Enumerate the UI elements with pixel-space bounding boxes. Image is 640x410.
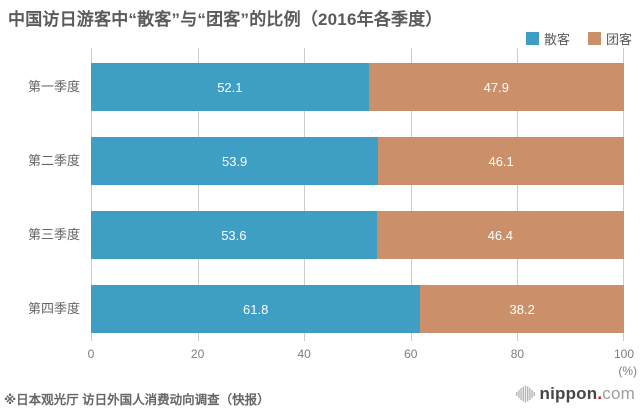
bar-segment-散客: 53.9 <box>91 137 379 185</box>
legend-swatch <box>525 32 539 45</box>
segment-value: 52.1 <box>217 79 243 95</box>
stacked-bar: 61.8 38.2 <box>91 285 624 333</box>
bar-row: 第一季度 52.1 47.9 <box>0 63 624 111</box>
bar-segment-团客: 38.2 <box>420 285 624 333</box>
bar-row: 第四季度 61.8 38.2 <box>0 285 624 333</box>
bar-segment-散客: 61.8 <box>91 285 421 333</box>
logo-dot: . <box>597 384 603 403</box>
legend-item: 团客 <box>587 29 632 48</box>
x-axis-unit-label: (%) <box>618 364 637 378</box>
stacked-bar: 53.9 46.1 <box>91 137 624 185</box>
category-label: 第四季度 <box>27 301 80 316</box>
x-tick-label: 20 <box>190 347 205 361</box>
x-tick-label: 60 <box>404 347 418 361</box>
bar-segment-团客: 47.9 <box>368 63 624 111</box>
segment-value: 53.6 <box>221 227 247 243</box>
segment-value: 53.9 <box>221 153 248 169</box>
gridline <box>198 48 199 341</box>
nippon-logo: nippon.com <box>515 384 635 404</box>
legend: 散客 团客 <box>525 29 632 48</box>
soundwave-icon <box>516 385 536 403</box>
segment-value: 46.1 <box>488 153 514 169</box>
x-tick-label: 40 <box>297 347 311 361</box>
bar-row: 第三季度 53.6 46.4 <box>0 211 624 259</box>
gridline <box>91 48 92 341</box>
logo-tld: com <box>602 384 635 403</box>
gridline <box>411 48 412 341</box>
x-tick-label: 0 <box>87 347 95 361</box>
x-tick-label: 100 <box>613 347 635 361</box>
legend-label: 团客 <box>605 32 632 47</box>
bar-segment-团客: 46.1 <box>378 137 624 185</box>
legend-label: 散客 <box>543 32 570 47</box>
bar-row: 第二季度 53.9 46.1 <box>0 137 624 185</box>
category-label: 第一季度 <box>27 79 80 94</box>
stacked-bar: 52.1 47.9 <box>91 63 624 111</box>
gridline <box>623 48 624 341</box>
gridline <box>304 48 305 341</box>
bar-segment-散客: 52.1 <box>91 63 369 111</box>
segment-value: 61.8 <box>243 301 269 317</box>
plot-area <box>91 48 624 341</box>
stacked-bar: 53.6 46.4 <box>91 211 624 259</box>
legend-item: 散客 <box>525 29 570 48</box>
source-note: ※日本观光厅 访日外国人消费动向调查（快报） <box>4 393 270 407</box>
bar-segment-团客: 46.4 <box>376 211 624 259</box>
gridline <box>517 48 518 341</box>
category-label: 第三季度 <box>27 227 80 242</box>
legend-swatch <box>587 32 601 45</box>
logo-text: nippon.com <box>539 384 635 404</box>
logo-brand: nippon <box>539 384 598 403</box>
category-label: 第二季度 <box>27 153 80 168</box>
segment-value: 46.4 <box>487 227 513 243</box>
segment-value: 47.9 <box>483 79 509 95</box>
segment-value: 38.2 <box>509 301 535 317</box>
x-tick-label: 80 <box>510 347 525 361</box>
chart-title: 中国访日游客中“散客”与“团客”的比例（2016年各季度） <box>8 10 443 29</box>
bar-segment-散客: 53.6 <box>91 211 377 259</box>
